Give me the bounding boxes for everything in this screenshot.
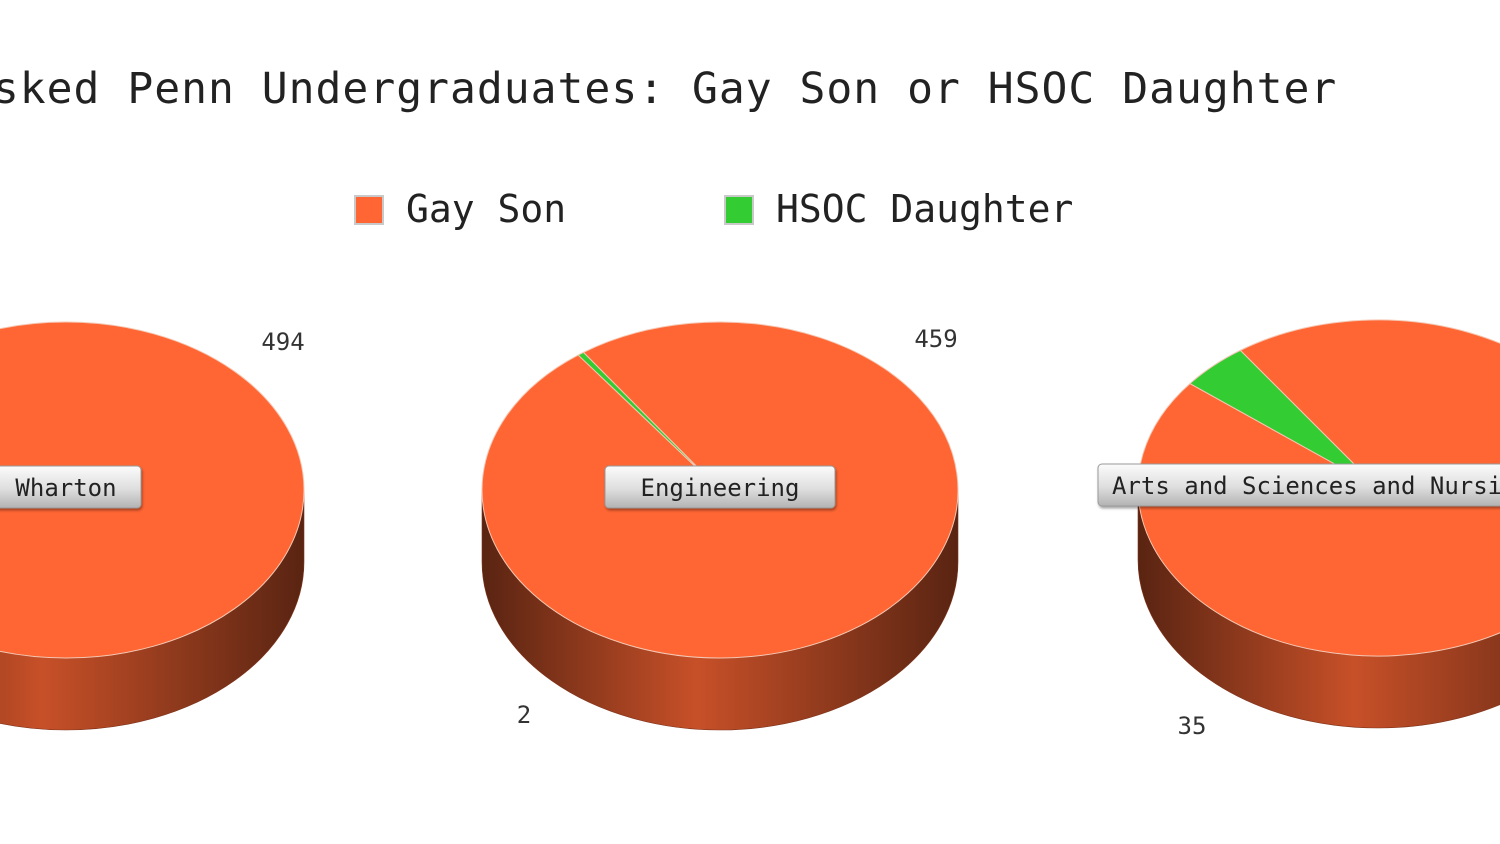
pie-label-text-arts-and-sciences-and-nursing: Arts and Sciences and Nursing: [1112, 472, 1500, 500]
pie-label-wharton: Wharton: [0, 465, 142, 509]
legend-swatch-hsoc-daughter: [724, 195, 754, 225]
pie-label-text-engineering: Engineering: [641, 474, 800, 502]
pie-label-box-wharton: [0, 465, 142, 509]
pie-label-box-arts-and-sciences-and-nursing: [1097, 463, 1500, 507]
value-label-engineering-hsoc-daughter: 2: [517, 701, 531, 729]
pie-wharton: 494 Wharton: [0, 321, 305, 731]
legend: Gay Son HSOC Daughter: [0, 187, 1500, 238]
value-label-arts-and-sciences-and-nursing-hsoc-daughter: 35: [1178, 712, 1207, 740]
legend-label-gay-son: Gay Son: [406, 187, 567, 231]
pie-label-text-wharton: Wharton: [15, 474, 116, 502]
pie-engineering: 459 2 Engineering: [481, 321, 959, 731]
chart-title: Asked Penn Undergraduates: Gay Son or HS…: [0, 64, 1500, 128]
pie-slice-arts-and-sciences-and-nursing-hsoc-daughter: [1189, 349, 1379, 489]
value-label-wharton-gay-son: 494: [261, 328, 304, 356]
legend-label-hsoc-daughter: HSOC Daughter: [776, 187, 1074, 231]
pie-label-arts-and-sciences-and-nursing: Arts and Sciences and Nursing: [1097, 463, 1500, 507]
chart-title-text: Asked Penn Undergraduates: Gay Son or HS…: [0, 64, 1338, 114]
legend-swatch-gay-son: [354, 195, 384, 225]
pie-slice-engineering-hsoc-daughter: [577, 351, 721, 491]
pie-arts-and-sciences-and-nursing: 35 Arts and Sciences and Nursing: [1097, 319, 1500, 740]
pie-label-box-engineering: [604, 465, 836, 509]
pie-slice-wharton-gay-son: [0, 321, 305, 659]
value-label-engineering-gay-son: 459: [914, 325, 957, 353]
pie-label-engineering: Engineering: [604, 465, 836, 509]
